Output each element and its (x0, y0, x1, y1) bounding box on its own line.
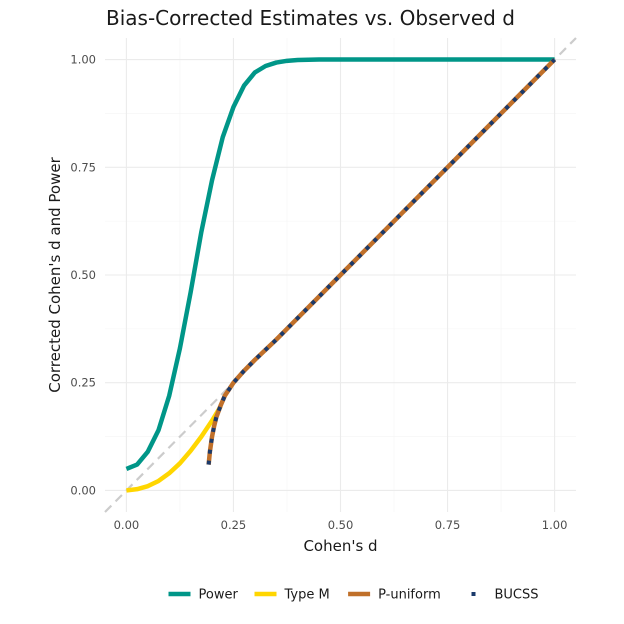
legend-item-p-uniform: P-uniform (348, 588, 441, 603)
legend-label-power: Power (199, 588, 239, 603)
legend-item-type-m: Type M (254, 588, 330, 603)
x-tick-label: 0.75 (435, 518, 461, 532)
y-axis-ticks: 0.00 0.25 0.50 0.75 1.00 (70, 53, 96, 498)
x-tick-label: 0.50 (328, 518, 354, 532)
legend-label-p-uniform: P-uniform (378, 588, 441, 603)
y-axis-title: Corrected Cohen's d and Power (46, 156, 64, 392)
series-power-line (125, 57, 555, 471)
x-tick-label: 1.00 (542, 518, 568, 532)
y-tick-label: 1.00 (70, 53, 96, 67)
x-tick-label: 0.00 (114, 518, 140, 532)
x-tick-label: 0.25 (221, 518, 247, 532)
x-axis-title: Cohen's d (303, 537, 377, 555)
y-tick-label: 0.50 (70, 268, 96, 282)
series-bucss-line (206, 58, 557, 465)
legend-item-power: Power (168, 588, 239, 603)
series-p-uniform-line (206, 57, 557, 465)
y-tick-label: 0.25 (70, 376, 96, 390)
series-type-m-line (126, 405, 223, 493)
y-tick-label: 0.75 (70, 160, 96, 174)
chart-title: Bias-Corrected Estimates vs. Observed d (106, 6, 515, 30)
legend: Power Type M P-uniform BUCSS (168, 588, 539, 603)
x-axis-ticks: 0.00 0.25 0.50 0.75 1.00 (114, 518, 568, 532)
legend-item-bucss: BUCSS (471, 588, 539, 603)
legend-label-type-m: Type M (284, 588, 330, 603)
y-tick-label: 0.00 (70, 483, 96, 497)
series-layer (125, 57, 557, 493)
legend-label-bucss: BUCSS (495, 588, 539, 603)
